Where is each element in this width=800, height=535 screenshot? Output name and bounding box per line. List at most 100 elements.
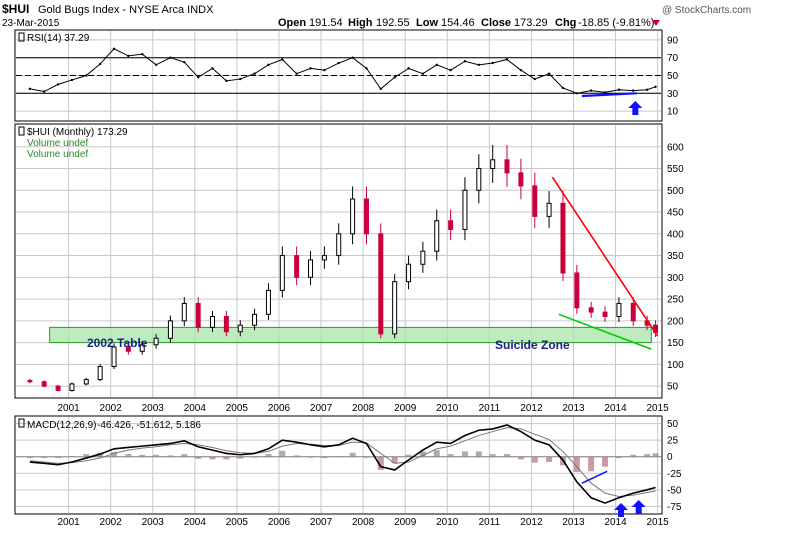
macd-histogram-bar — [26, 456, 33, 459]
y-tick-label: -50 — [667, 485, 682, 496]
zone-layer — [49, 326, 652, 344]
high-value: 192.55 — [376, 17, 410, 29]
macd-histogram-bar — [504, 454, 511, 457]
macd-histogram-bar — [419, 451, 426, 457]
price-bar — [434, 220, 440, 252]
macd-histogram-bar — [644, 454, 651, 457]
rsi-point — [42, 90, 46, 93]
rsi-point — [127, 54, 130, 58]
price-bar — [602, 311, 608, 317]
x-tick-label: 2007 — [310, 517, 333, 528]
rsi-point — [505, 58, 509, 61]
rsi-series — [16, 47, 661, 95]
macd-histogram-bar — [279, 450, 286, 457]
symbol-label: $HUI — [2, 2, 29, 16]
macd-histogram-bar — [293, 455, 300, 457]
rsi-point — [309, 67, 312, 70]
price-bar — [350, 198, 356, 235]
open-value: 191.54 — [309, 17, 343, 29]
macd-histogram-bar — [615, 456, 622, 459]
x-tick-label: 2006 — [268, 517, 291, 528]
macd-histogram-bar — [41, 456, 48, 459]
price-bar — [279, 255, 285, 291]
rsi-point — [85, 74, 88, 77]
macd-histogram-bar — [209, 456, 216, 460]
trendline-layer — [551, 92, 659, 517]
rsi-point — [491, 61, 494, 65]
price-bar — [406, 263, 412, 283]
price-bar — [55, 385, 61, 391]
price-series — [27, 144, 659, 392]
macd-histogram-bar — [237, 456, 244, 459]
price-bar — [420, 250, 426, 265]
price-bar — [574, 272, 580, 309]
rsi-point — [196, 76, 200, 79]
y-tick-label: -25 — [667, 469, 682, 480]
y-tick-label: 450 — [667, 208, 684, 219]
price-bar — [616, 302, 622, 317]
y-tick-label: 400 — [667, 229, 684, 240]
price-bar — [111, 346, 117, 368]
x-tick-label: 2015 — [647, 517, 670, 528]
down-arrow-icon — [652, 20, 660, 26]
rsi-point — [463, 60, 467, 63]
macd-histogram-bar — [405, 454, 412, 457]
rsi-point — [281, 58, 284, 61]
price-bar — [294, 255, 300, 278]
x-tick-label: 2008 — [352, 517, 375, 528]
x-tick-label: 2002 — [100, 517, 123, 528]
macd-histogram-bar — [461, 451, 468, 457]
rsi-point — [112, 47, 116, 50]
rsi-legend-icon — [18, 32, 25, 42]
rsi-point — [141, 52, 144, 56]
x-tick-label: 2005 — [226, 403, 249, 414]
rsi-point — [154, 63, 158, 67]
x-tick-label: 2012 — [520, 517, 543, 528]
up-arrow-icon — [614, 503, 629, 517]
macd-histogram-bar — [335, 456, 342, 458]
price-bar — [336, 233, 342, 257]
macd-histogram-bar — [517, 456, 524, 460]
rsi-point — [519, 68, 523, 72]
green-trendline — [558, 313, 652, 350]
x-tick-label: 2002 — [100, 403, 123, 414]
macd-histogram-bar — [153, 454, 160, 457]
rsi-point — [421, 72, 425, 75]
rsi-point — [477, 63, 481, 67]
macd-histogram-bar — [265, 454, 272, 457]
price-bar — [125, 346, 131, 352]
rsi-point — [225, 79, 228, 83]
price-bar — [181, 302, 187, 322]
rsi-support-mark — [581, 92, 637, 98]
annotation-2002-table: 2002 Table — [87, 336, 148, 350]
rsi-point — [351, 56, 354, 59]
y-tick-label: 350 — [667, 251, 684, 262]
price-bar — [27, 379, 33, 383]
rsi-point — [295, 72, 298, 75]
rsi-point — [393, 76, 396, 79]
price-bar — [209, 315, 215, 328]
price-bar — [223, 315, 229, 333]
macd-histogram-bar — [68, 456, 75, 458]
macd-histogram-bar — [223, 456, 230, 460]
macd-histogram-bar — [139, 454, 146, 457]
macd-panel — [14, 415, 663, 515]
watermark: @ StockCharts.com — [662, 5, 751, 16]
x-tick-label: 2008 — [352, 403, 375, 414]
price-bar — [462, 189, 468, 230]
macd-histogram-bar — [363, 456, 370, 458]
x-tick-label: 2011 — [479, 517, 501, 528]
price-bar — [378, 233, 384, 335]
y-tick-label: -75 — [667, 502, 682, 513]
y-tick-label: 600 — [667, 142, 684, 153]
red-trendline — [551, 176, 659, 337]
y-tick-label: 70 — [667, 53, 679, 64]
price-bar — [363, 198, 369, 235]
price-bar — [167, 320, 173, 339]
macd-histogram-bar — [475, 451, 482, 457]
y-tick-label: 30 — [667, 89, 679, 100]
y-tick-label: 150 — [667, 338, 684, 349]
rsi-legend: RSI(14) 37.29 — [27, 33, 90, 44]
macd-histogram-bar — [321, 456, 328, 459]
